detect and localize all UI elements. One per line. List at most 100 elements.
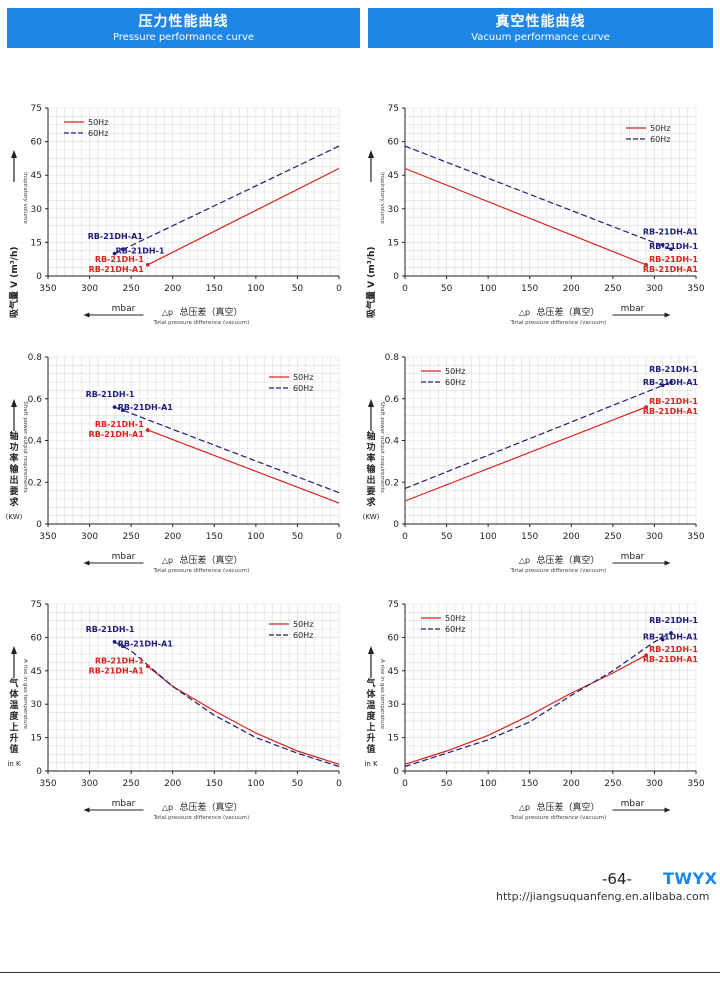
y-axis-label: 吸气量 V (m³/h) bbox=[365, 247, 377, 318]
header-banner-pressure: 压力性能曲线 Pressure performance curve bbox=[7, 8, 360, 48]
y-axis-unit: in K bbox=[7, 760, 21, 768]
x-tick-label: 300 bbox=[646, 284, 663, 294]
point-label: RB-21DH-1 bbox=[95, 420, 144, 429]
data-point bbox=[145, 664, 150, 669]
y-tick-label: 75 bbox=[31, 600, 42, 610]
delta-p-symbol: △p bbox=[162, 803, 173, 812]
x-tick-label: 350 bbox=[687, 284, 704, 294]
x-tick-label: 150 bbox=[521, 779, 538, 789]
series-line-60hz bbox=[114, 145, 340, 255]
y-axis-label-char: 输 bbox=[9, 463, 19, 475]
y-axis-label-char: 输 bbox=[366, 463, 376, 475]
y-tick-label: 0 bbox=[36, 272, 42, 282]
y-axis-arrowhead bbox=[11, 399, 17, 407]
point-label: RB-21DH-1 bbox=[649, 255, 698, 264]
legend-label: 60Hz bbox=[445, 625, 465, 634]
x-tick-label: 350 bbox=[39, 779, 56, 789]
x-axis-label: 总压差（真空） bbox=[537, 554, 600, 566]
y-axis-label-en: A rise in gas temperature bbox=[379, 659, 385, 730]
x-tick-label: 300 bbox=[81, 284, 98, 294]
pressure-subtitle: Pressure performance curve bbox=[112, 32, 255, 43]
page-number: -64- bbox=[602, 870, 632, 888]
data-point bbox=[669, 380, 673, 384]
y-tick-label: 60 bbox=[388, 138, 400, 148]
x-tick-label: 100 bbox=[480, 284, 497, 294]
x-tick-label: 250 bbox=[123, 532, 140, 542]
y-axis-label-char: 升 bbox=[9, 732, 18, 744]
y-axis-label-en: Inspiratory volume bbox=[22, 172, 28, 224]
x-tick-label: 350 bbox=[39, 532, 56, 542]
y-tick-label: 0.8 bbox=[28, 353, 43, 363]
data-point bbox=[112, 251, 117, 256]
x-tick-label: 50 bbox=[292, 284, 304, 294]
y-tick-label: 0.2 bbox=[28, 478, 42, 488]
y-tick-label: 75 bbox=[388, 104, 399, 114]
y-axis-label-char: 气 bbox=[365, 677, 375, 689]
y-tick-label: 15 bbox=[31, 734, 42, 744]
x-tick-label: 150 bbox=[206, 532, 223, 542]
chart-1: 350 300 250 200 150 100 50 0 0 15 30 45 60 75 RB-21DH-… bbox=[8, 104, 342, 326]
point-label: RB-21DH-1 bbox=[116, 247, 165, 256]
x-axis-label: 总压差（真空） bbox=[180, 306, 243, 318]
data-point bbox=[121, 644, 125, 649]
x-axis-unit: mbar bbox=[112, 304, 136, 314]
x-tick-label: 250 bbox=[123, 284, 140, 294]
y-axis-label-en: Shaft power output requirements bbox=[379, 401, 385, 493]
x-axis-arrowhead bbox=[664, 312, 671, 318]
y-axis-label-char: 气 bbox=[8, 677, 18, 689]
legend-label: 60Hz bbox=[88, 129, 108, 138]
y-tick-label: 0.4 bbox=[385, 437, 400, 447]
footer-divider bbox=[0, 972, 720, 973]
x-tick-label: 0 bbox=[336, 779, 342, 789]
y-tick-label: 75 bbox=[388, 600, 399, 610]
y-axis-label-en: Inspiratory volume bbox=[379, 172, 385, 224]
data-point bbox=[644, 405, 648, 409]
legend-label: 50Hz bbox=[650, 124, 670, 133]
y-tick-label: 60 bbox=[31, 138, 43, 148]
y-tick-label: 0.6 bbox=[385, 395, 400, 405]
point-label: RB-21DH-1 bbox=[649, 645, 698, 654]
x-tick-label: 50 bbox=[441, 532, 453, 542]
series-line-60hz bbox=[114, 406, 340, 494]
point-label: RB-21DH-A1 bbox=[89, 666, 145, 675]
x-tick-label: 200 bbox=[164, 532, 181, 542]
point-label: RB-21DH-1 bbox=[649, 616, 698, 625]
data-point bbox=[644, 653, 648, 658]
x-tick-label: 350 bbox=[687, 779, 704, 789]
x-tick-label: 0 bbox=[402, 779, 408, 789]
chart-5: 350 300 250 200 150 100 50 0 0 15 30 45 60 75 RB-21DH-… bbox=[7, 600, 342, 821]
y-tick-label: 0.8 bbox=[385, 353, 400, 363]
data-point bbox=[669, 247, 673, 251]
x-tick-label: 150 bbox=[521, 532, 538, 542]
y-axis-label-char: 轴 bbox=[366, 430, 375, 442]
data-point bbox=[669, 631, 673, 635]
x-axis-label-en: Total pressure difference (vacuum) bbox=[153, 815, 250, 821]
x-tick-label: 300 bbox=[81, 532, 98, 542]
x-tick-label: 50 bbox=[441, 779, 453, 789]
x-axis-label: 总压差（真空） bbox=[180, 554, 243, 566]
x-axis-label-en: Total pressure difference (vacuum) bbox=[510, 320, 607, 326]
x-axis-unit: mbar bbox=[112, 552, 136, 562]
y-tick-label: 30 bbox=[31, 700, 43, 710]
data-point bbox=[121, 408, 125, 413]
y-axis-label-en: Shaft power output requirements bbox=[22, 401, 28, 493]
x-axis-arrowhead bbox=[664, 560, 671, 566]
point-label: RB-21DH-A1 bbox=[118, 403, 174, 412]
y-tick-label: 0 bbox=[36, 767, 42, 777]
x-tick-label: 100 bbox=[247, 532, 264, 542]
x-tick-label: 0 bbox=[402, 284, 408, 294]
y-axis-arrowhead bbox=[11, 646, 17, 654]
x-tick-label: 200 bbox=[563, 284, 580, 294]
series-line-60hz bbox=[404, 145, 672, 250]
x-tick-label: 250 bbox=[604, 284, 621, 294]
x-tick-label: 200 bbox=[563, 532, 580, 542]
y-tick-label: 15 bbox=[388, 734, 399, 744]
y-tick-label: 75 bbox=[31, 104, 42, 114]
x-tick-label: 200 bbox=[164, 779, 181, 789]
data-point bbox=[660, 383, 665, 387]
series-line-50hz bbox=[404, 654, 647, 765]
pressure-title: 压力性能曲线 bbox=[138, 14, 229, 30]
x-axis-label: 总压差（真空） bbox=[537, 801, 600, 813]
chart-4: 0 50 100 150 200 250 300 350 0 0.2 0.4 0.6 0.8 RB-21D… bbox=[363, 353, 705, 574]
y-axis-label-char: 功 bbox=[366, 441, 375, 453]
